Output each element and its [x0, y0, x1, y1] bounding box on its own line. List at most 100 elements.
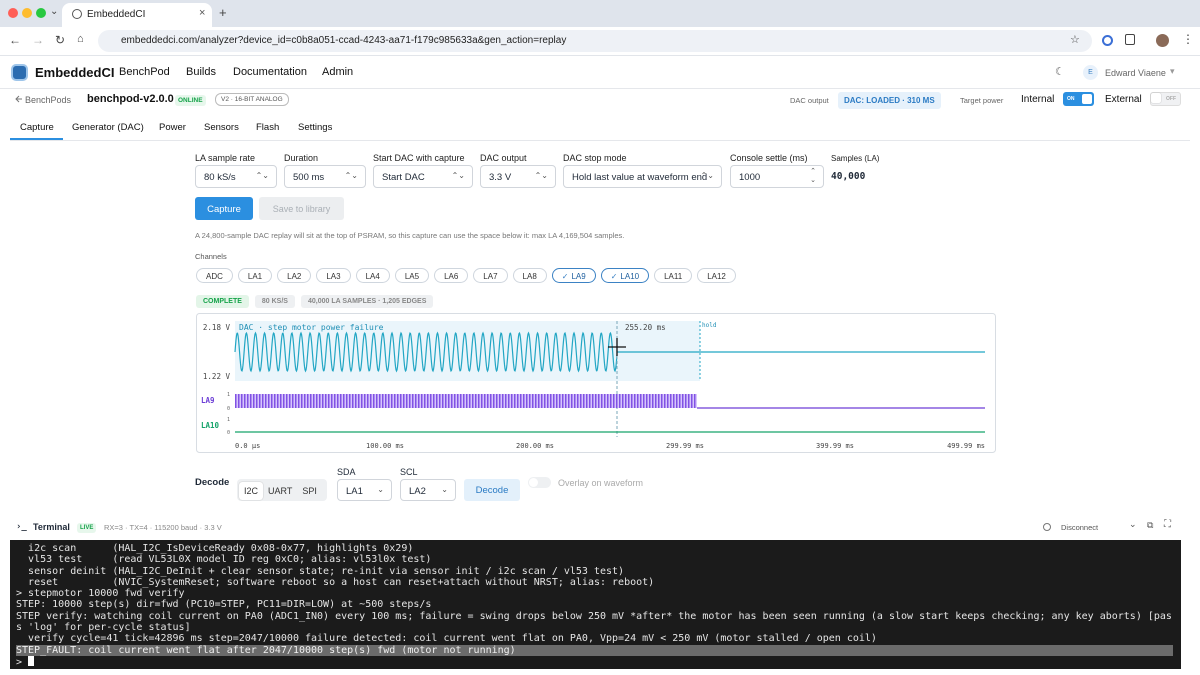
- nav-link[interactable]: Admin: [322, 66, 354, 78]
- channel-chip[interactable]: LA11: [654, 268, 693, 283]
- channel-chip[interactable]: LA12: [697, 268, 736, 283]
- tab-title: EmbeddedCI: [87, 9, 146, 20]
- field-label: Duration: [284, 153, 319, 163]
- theme-toggle[interactable]: ☾: [1055, 66, 1065, 78]
- user-name[interactable]: Edward Viaene: [1105, 68, 1166, 78]
- tab[interactable]: Power: [159, 122, 186, 133]
- field-input[interactable]: 80 kS/s ⌃⌄: [195, 165, 277, 188]
- fullscreen-button[interactable]: ⛶: [1164, 519, 1171, 530]
- back-arrow[interactable]: [15, 95, 23, 103]
- channel-chip[interactable]: ADC: [196, 268, 233, 283]
- address-bar[interactable]: [98, 30, 1092, 52]
- channel-chip[interactable]: ✓ LA10: [600, 268, 650, 283]
- terminal-line: vl53 test (read VL53L0X model ID reg 0xC…: [16, 554, 432, 566]
- close-tab[interactable]: ×: [199, 7, 206, 19]
- terminal-line: STEP verify: watching coil current on PA…: [16, 610, 1172, 634]
- channel-chip[interactable]: LA6: [434, 268, 469, 283]
- channel-name: LA10: [201, 421, 220, 430]
- chevron: ⌄: [377, 485, 384, 494]
- channel-chip[interactable]: LA3: [316, 268, 351, 283]
- dac-output-label: DAC output: [790, 96, 829, 105]
- forward-button[interactable]: →: [32, 33, 44, 47]
- protocol-option[interactable]: SPI: [302, 486, 317, 496]
- nav-link[interactable]: BenchPod: [119, 66, 170, 78]
- back-link[interactable]: BenchPods: [25, 95, 72, 105]
- nav-link[interactable]: Builds: [186, 66, 216, 78]
- popout-button[interactable]: ⧉: [1147, 520, 1154, 530]
- browser-menu[interactable]: ⋮: [1182, 32, 1194, 46]
- field-input[interactable]: Start DAC ⌃⌄: [373, 165, 473, 188]
- time-label: 0.0 µs: [235, 442, 260, 450]
- field-input[interactable]: 500 ms ⌃⌄: [284, 165, 366, 188]
- tab[interactable]: Sensors: [204, 122, 239, 133]
- tab[interactable]: Generator (DAC): [72, 122, 144, 133]
- tab[interactable]: Flash: [256, 122, 280, 133]
- field-value: Start DAC: [382, 172, 425, 183]
- channel-chip[interactable]: LA4: [355, 268, 390, 283]
- channel-chip[interactable]: LA1: [237, 268, 273, 283]
- channel-chip[interactable]: LA8: [512, 268, 547, 283]
- field-input[interactable]: 3.3 V ⌃⌄: [480, 165, 556, 188]
- terminal-output[interactable]: i2c scan (HAL_I2C_IsDeviceReady 0x08-0x7…: [10, 540, 1181, 669]
- tab[interactable]: Capture: [20, 122, 54, 133]
- brand-name[interactable]: EmbeddedCI: [35, 65, 115, 80]
- protocol-option[interactable]: I2C: [239, 482, 264, 500]
- channel-chip[interactable]: LA7: [473, 268, 508, 283]
- channel-name: LA2: [287, 272, 302, 281]
- collapse-button[interactable]: ⌄: [1129, 519, 1137, 529]
- field-input[interactable]: Hold last value at waveform end ⌃⌄: [563, 165, 722, 188]
- terminal-line: i2c scan (HAL_I2C_IsDeviceReady 0x08-0x7…: [16, 543, 414, 554]
- channel-name: LA9: [571, 272, 586, 281]
- scl-select[interactable]: LA2 ⌄: [400, 479, 456, 501]
- profile-avatar[interactable]: [1156, 34, 1169, 47]
- close-window[interactable]: [8, 8, 18, 18]
- field-value: 500 ms: [293, 172, 325, 183]
- disconnect-icon: [1043, 523, 1051, 531]
- brand-logo[interactable]: [11, 64, 28, 81]
- dac-min-label: 1.22 V: [203, 372, 231, 381]
- sda-select[interactable]: LA1 ⌄: [337, 479, 392, 501]
- minimize-window[interactable]: [22, 8, 32, 18]
- hold-label: hold: [702, 322, 717, 329]
- protocol-option[interactable]: UART: [268, 486, 293, 496]
- dac-max-label: 2.18 V: [203, 323, 231, 332]
- new-tab[interactable]: +: [219, 5, 227, 20]
- capture-button[interactable]: Capture: [195, 197, 253, 220]
- device-name: benchpod-v2.0.0: [87, 93, 174, 105]
- maximize-window[interactable]: [36, 8, 46, 18]
- user-avatar[interactable]: E: [1083, 65, 1098, 80]
- channel-chip[interactable]: LA2: [277, 268, 312, 283]
- check-icon: ✓: [610, 272, 618, 281]
- extensions-button[interactable]: [1125, 34, 1135, 45]
- home-button[interactable]: ⌂: [77, 33, 84, 45]
- overlay-toggle[interactable]: [528, 477, 551, 488]
- field-value: Hold last value at waveform end: [572, 172, 708, 183]
- terminal-line: sensor deinit (HAL_I2C_DeInit + clear se…: [16, 565, 625, 577]
- decode-button[interactable]: Decode: [464, 479, 520, 501]
- bookmark-star[interactable]: ☆: [1070, 34, 1080, 46]
- disconnect-button[interactable]: Disconnect: [1061, 523, 1099, 532]
- active-tab[interactable]: [62, 3, 212, 27]
- nav-link[interactable]: Documentation: [233, 66, 307, 78]
- scl-label: SCL: [400, 467, 418, 477]
- reload-button[interactable]: ↻: [55, 33, 66, 47]
- live-badge: LIVE: [77, 523, 97, 533]
- toggle-on-text: ON: [1067, 96, 1075, 102]
- save-button[interactable]: Save to library: [259, 197, 344, 220]
- channel-chip[interactable]: ✓ LA9: [551, 268, 596, 283]
- waveform-panel: DAC · step motor power failure 2.18 V 1.22…: [196, 313, 996, 453]
- field-label: DAC output: [480, 153, 527, 163]
- prompt-symbol: >: [16, 656, 23, 668]
- la9-activity-bg: [235, 394, 697, 408]
- back-button[interactable]: ←: [9, 33, 21, 47]
- terminal-line: STEP_FAULT: coil current went flat after…: [16, 644, 1173, 656]
- tab-list[interactable]: ⌄: [50, 6, 59, 17]
- tab[interactable]: Settings: [298, 122, 333, 133]
- extension-icon[interactable]: [1102, 35, 1113, 46]
- terminal-line: reset (NVIC_SystemReset; software reboot…: [16, 576, 655, 588]
- overlay-label: Overlay on waveform: [558, 478, 644, 488]
- user-menu[interactable]: ▾: [1170, 66, 1175, 76]
- field-input[interactable]: 1000 ⌃ ⌄: [730, 165, 824, 188]
- channel-chip[interactable]: LA5: [394, 268, 430, 283]
- channel-name: LA6: [444, 272, 459, 281]
